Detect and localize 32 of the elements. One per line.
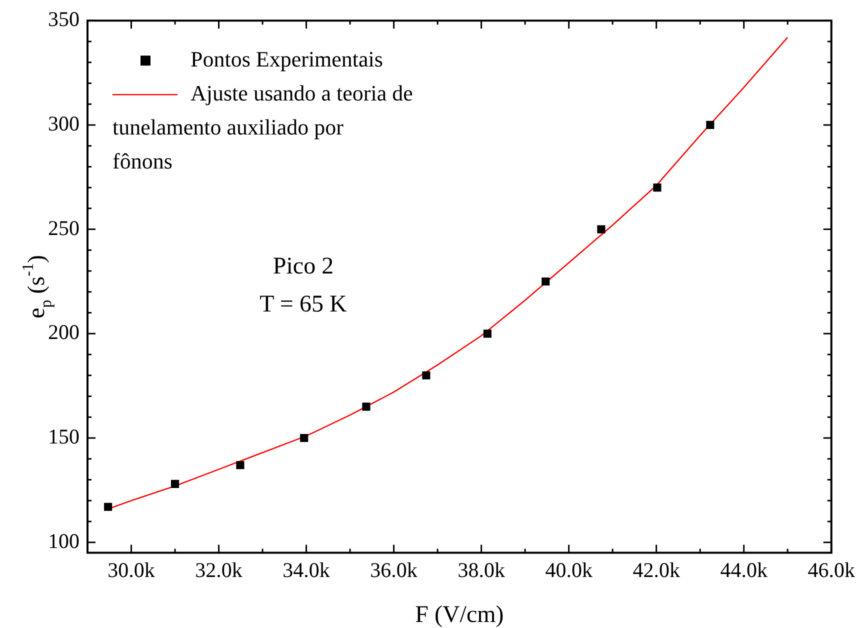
annotation: Pico 2 [272, 254, 334, 280]
legend-label: Ajuste usando a teoria de tunelamento auxiliado por fônons [112, 80, 413, 174]
y-tick-label: 350 [48, 7, 80, 32]
x-tick-label: 42.0k [632, 558, 680, 582]
x-tick-label: 44.0k [720, 558, 768, 582]
point [236, 461, 244, 470]
y-axis-title: ep (s-1) [20, 255, 56, 318]
x-tick-label: 30.0k [108, 558, 156, 582]
y-tick-label: 250 [48, 216, 80, 240]
x-tick-label: 46.0k [808, 558, 856, 582]
point [422, 371, 430, 380]
y-tick-label: 300 [48, 111, 80, 136]
point [170, 480, 180, 488]
point [653, 184, 662, 192]
point [104, 502, 112, 511]
annotation: T = 65 K [260, 292, 348, 318]
point [362, 402, 370, 411]
y-tick-label: 200 [48, 320, 80, 344]
point [597, 225, 606, 234]
y-tick-label: 150 [48, 424, 80, 449]
point [706, 120, 714, 129]
point [483, 330, 492, 338]
x-tick-label: 40.0k [545, 558, 593, 582]
x-tick-label: 36.0k [370, 558, 418, 582]
legend-label: Pontos Experimentais [190, 46, 383, 72]
x-tick-label: 32.0k [195, 558, 243, 582]
point [542, 277, 550, 286]
x-tick-label: 38.0k [458, 558, 506, 582]
y-tick-label: 100 [48, 528, 80, 553]
point [300, 434, 308, 442]
x-axis-title: F (V/cm) [415, 602, 504, 628]
x-tick-label: 34.0k [282, 558, 330, 582]
